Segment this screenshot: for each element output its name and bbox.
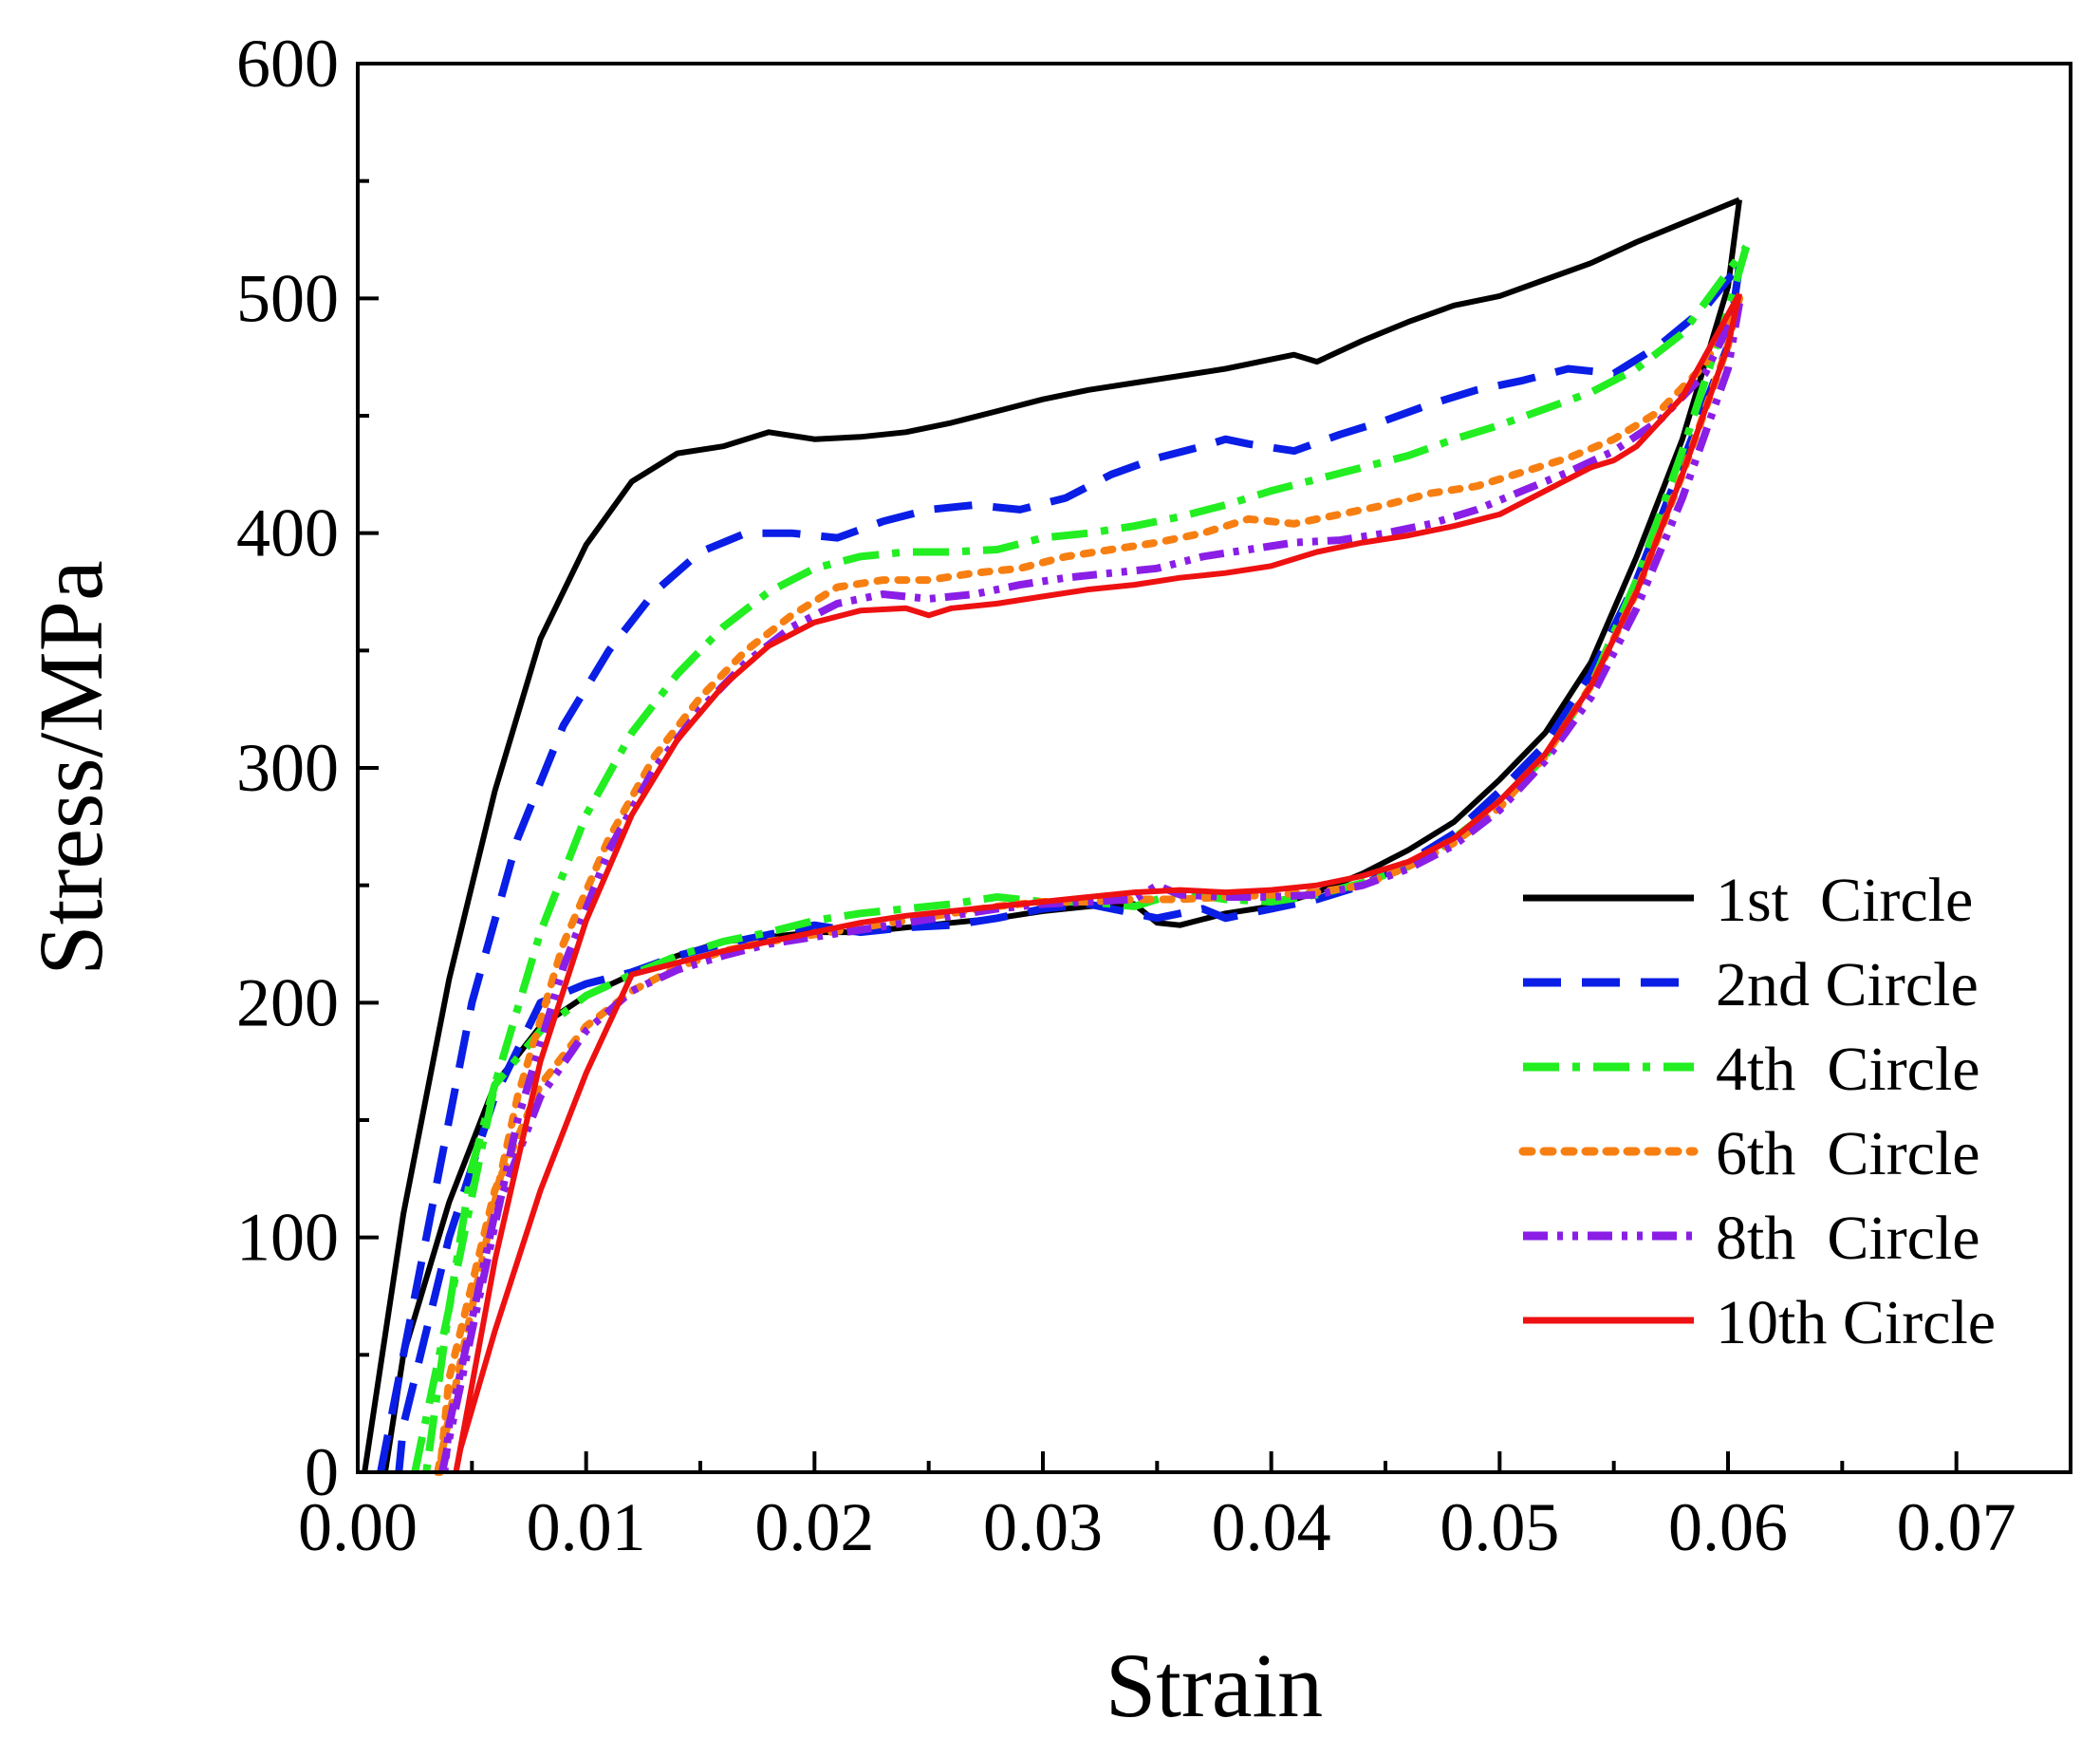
legend-label-6: 10th Circle [1716, 1288, 1996, 1357]
x-tick-label: 0.07 [1897, 1489, 2016, 1565]
series-4-loading-line [434, 294, 1743, 1476]
series-5-loading-line [438, 301, 1743, 1473]
y-axis-title: Stress/MPa [20, 560, 121, 975]
x-axis-title: Strain [1106, 1635, 1323, 1736]
x-tick-labels: 0.00 0.01 0.02 0.03 0.04 0.05 0.06 0.07 [298, 1489, 2016, 1565]
series-6 [453, 291, 1742, 1473]
legend-label-5: 8th Circle [1716, 1204, 1980, 1273]
x-tick-label: 0.03 [983, 1489, 1103, 1565]
series-6-unloading-line [453, 292, 1742, 1473]
series-5-unloading-line [440, 302, 1743, 1473]
legend-label-3: 4th Circle [1716, 1035, 1980, 1104]
series-1-loading-line [362, 196, 1741, 1473]
legend-label-1: 1st Circle [1716, 866, 1973, 935]
legend-label-2: 2nd Circle [1716, 950, 1979, 1019]
x-tick-label: 0.06 [1668, 1489, 1788, 1565]
x-tick-label: 0.05 [1440, 1489, 1559, 1565]
series-5 [438, 301, 1743, 1473]
ticks-layer [356, 62, 1959, 1474]
y-tick-label: 300 [236, 730, 339, 806]
y-tick-label: 100 [236, 1200, 339, 1276]
series-2-loading-line [377, 263, 1743, 1473]
series-6-loading-line [453, 291, 1742, 1473]
x-tick-label: 0.02 [754, 1489, 874, 1565]
y-tick-labels: 0 100 200 300 400 500 600 [236, 26, 339, 1510]
x-tick-label: 0.00 [298, 1489, 418, 1565]
y-tick-label: 500 [236, 260, 339, 336]
y-tick-label: 0 [305, 1434, 339, 1510]
legend: 1st Circle 2nd Circle 4th Circle 6th Circle… [1518, 866, 1996, 1357]
y-tick-label: 600 [236, 26, 339, 102]
series-layer [362, 196, 1751, 1476]
y-tick-label: 400 [236, 495, 339, 571]
y-tick-label: 200 [236, 964, 339, 1040]
x-tick-label: 0.01 [527, 1489, 646, 1565]
series-3-loading-line [411, 244, 1750, 1473]
legend-label-4: 6th Circle [1716, 1119, 1980, 1188]
x-tick-label: 0.04 [1212, 1489, 1331, 1565]
